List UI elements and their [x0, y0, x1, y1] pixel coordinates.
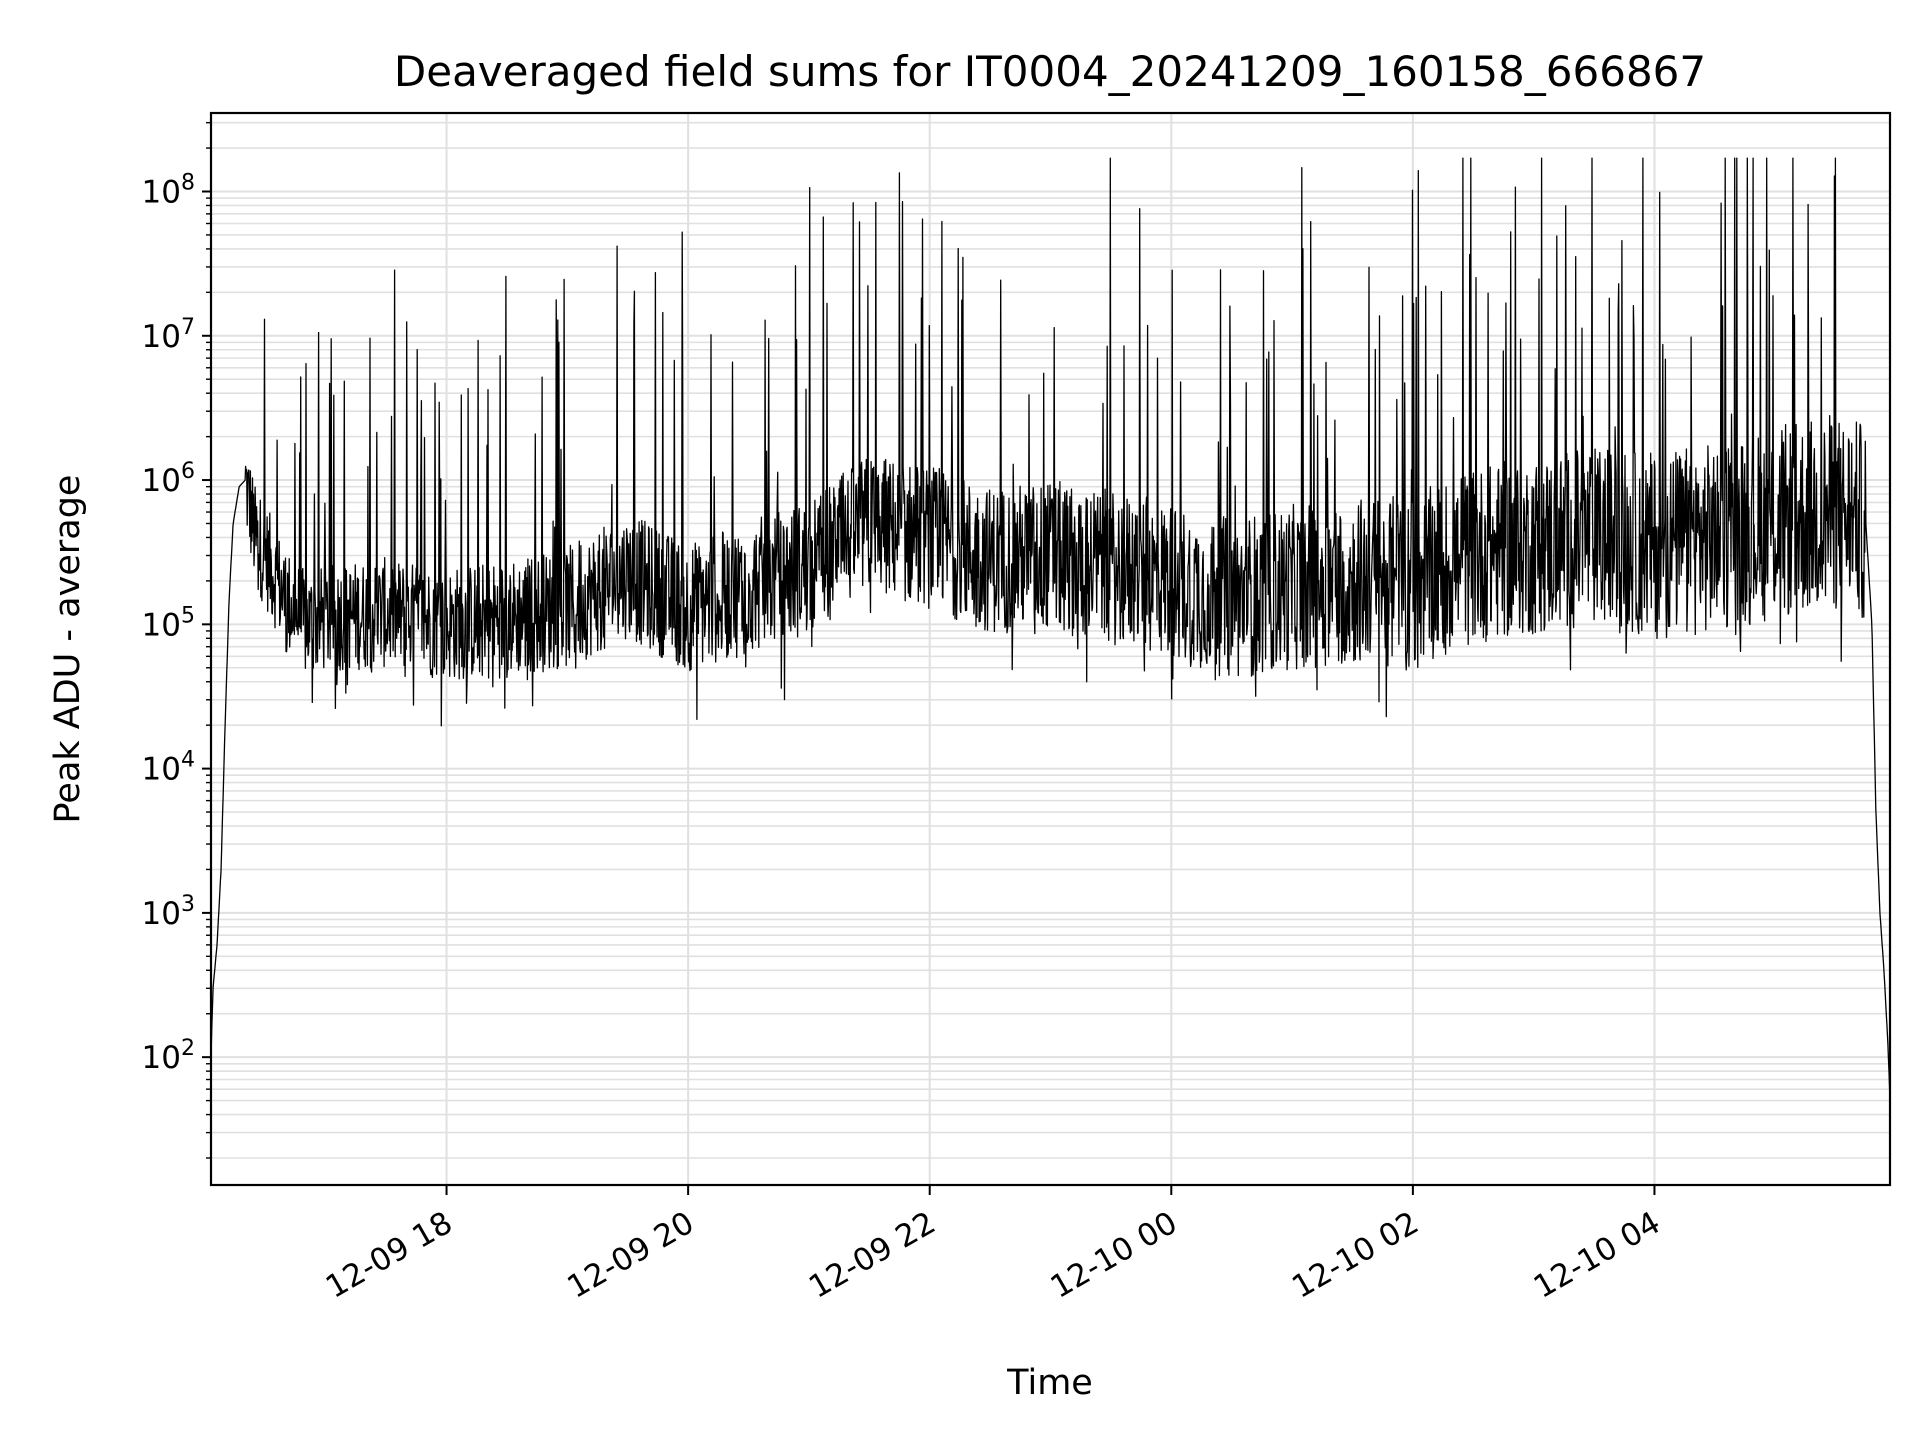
x-tick-label: 12-09 22 [803, 1205, 942, 1306]
plot-area-frame [209, 111, 1892, 1187]
data-series [210, 157, 1891, 1101]
x-tick-label: 12-10 00 [1045, 1205, 1184, 1306]
chart-title: Deaveraged field sums for IT0004_2024120… [394, 47, 1706, 96]
x-axis-title: Time [1006, 1363, 1093, 1403]
y-axis-title: Peak ADU - average [48, 475, 88, 824]
y-tick-label: 103 [142, 892, 195, 932]
x-tick-label: 12-10 02 [1286, 1205, 1425, 1306]
y-tick-label: 105 [142, 603, 195, 643]
y-tick-label: 108 [142, 170, 195, 210]
x-tick-label: 12-09 18 [320, 1205, 459, 1306]
y-tick-label: 104 [142, 748, 195, 788]
y-tick-label: 106 [142, 459, 195, 499]
x-tick-label: 12-09 20 [561, 1205, 700, 1306]
axis-ticks: 12-09 18 12-09 20 12-09 22 12-10 00 12-10 02… [142, 121, 1667, 1306]
y-tick-label: 107 [142, 315, 195, 355]
series-line [210, 157, 1891, 1101]
y-tick-label: 102 [142, 1036, 195, 1076]
x-tick-label: 12-10 04 [1528, 1205, 1667, 1306]
